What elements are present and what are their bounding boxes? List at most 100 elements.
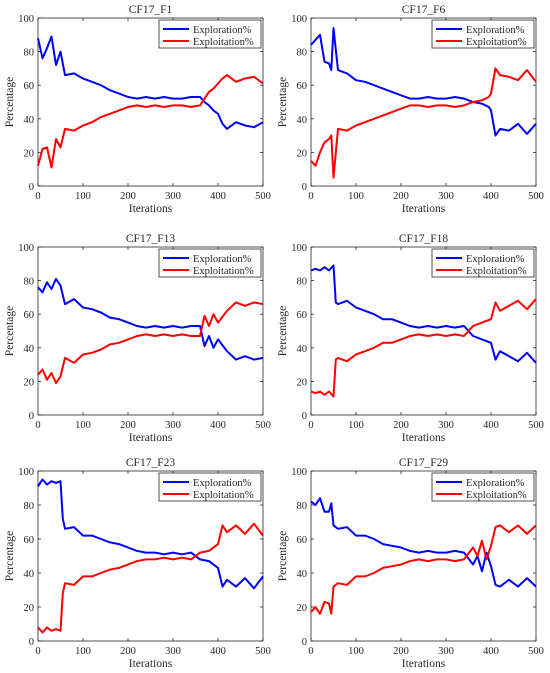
chart-panel-2: CF17_F6 0 100 200 300 400 500 0 20 40 60 80 100 Itera… — [277, 4, 544, 215]
legend-label: Exploitation% — [466, 490, 527, 501]
y-tick-label: 80 — [297, 277, 308, 288]
x-tick-label: 500 — [255, 191, 271, 202]
legend-label: Exploitation% — [193, 37, 254, 48]
exploration-line — [310, 497, 537, 588]
x-tick-label: 200 — [120, 646, 136, 657]
x-tick-label: 400 — [210, 646, 226, 657]
x-tick-label: 100 — [348, 646, 364, 657]
x-tick-label: 200 — [393, 420, 409, 431]
exploration-line — [310, 264, 537, 364]
exploration-line — [37, 478, 264, 590]
y-tick-label: 80 — [297, 501, 308, 512]
x-axis-label: Iterations — [129, 432, 173, 444]
y-tick-label: 40 — [297, 569, 308, 580]
exploitation-line — [310, 298, 537, 398]
x-tick-label: 400 — [483, 646, 499, 657]
chart-panel-6: CF17_F29 0 100 200 300 400 500 0 20 40 60 80 100 Iter… — [277, 457, 544, 670]
exploitation-line — [37, 522, 264, 634]
x-tick-label: 300 — [165, 420, 181, 431]
x-axis-label: Iterations — [129, 203, 173, 215]
legend-box — [431, 248, 535, 278]
y-tick-label: 20 — [24, 148, 35, 159]
y-tick-label: 0 — [29, 182, 34, 193]
y-tick-label: 80 — [24, 277, 35, 288]
x-tick-label: 100 — [75, 420, 91, 431]
chart-title: CF17_F23 — [126, 457, 175, 469]
x-tick-label: 300 — [165, 191, 181, 202]
exploitation-line — [310, 67, 537, 179]
legend: Exploration%Exploitation% — [431, 248, 535, 278]
legend-label: Exploitation% — [193, 490, 254, 501]
y-tick-label: 60 — [24, 81, 35, 92]
chart-panel-3: CF17_F13 0 100 200 300 400 500 0 20 40 60 80 100 Iter… — [4, 233, 271, 444]
y-tick-label: 40 — [24, 344, 35, 355]
chart-title: CF17_F6 — [402, 4, 446, 16]
x-tick-label: 500 — [255, 420, 271, 431]
x-tick-label: 100 — [348, 191, 364, 202]
y-axis-label: Percentage — [277, 77, 289, 127]
x-tick-label: 100 — [75, 191, 91, 202]
legend: Exploration%Exploitation% — [158, 472, 262, 502]
legend: Exploration%Exploitation% — [158, 19, 262, 49]
legend-box — [158, 19, 262, 49]
y-tick-label: 0 — [302, 182, 307, 193]
legend: Exploration%Exploitation% — [431, 472, 535, 502]
chart-title: CF17_F29 — [399, 457, 448, 469]
y-axis-label: Percentage — [277, 531, 289, 581]
x-tick-label: 400 — [483, 420, 499, 431]
y-tick-label: 100 — [291, 467, 307, 478]
y-tick-label: 100 — [18, 14, 34, 25]
legend-box — [431, 19, 535, 49]
x-tick-label: 400 — [210, 420, 226, 431]
legend-label: Exploration% — [193, 254, 252, 265]
x-tick-label: 100 — [348, 420, 364, 431]
y-tick-label: 60 — [24, 310, 35, 321]
y-axis-label: Percentage — [4, 531, 16, 581]
legend-label: Exploration% — [466, 25, 525, 36]
x-tick-label: 100 — [75, 646, 91, 657]
x-tick-label: 300 — [165, 646, 181, 657]
legend-label: Exploration% — [193, 478, 252, 489]
x-tick-label: 500 — [528, 191, 544, 202]
x-axis-label: Iterations — [402, 432, 446, 444]
legend-label: Exploration% — [466, 254, 525, 265]
exploitation-line — [37, 301, 264, 385]
y-axis-label: Percentage — [4, 77, 16, 127]
x-tick-label: 0 — [308, 420, 313, 431]
x-axis-label: Iterations — [402, 203, 446, 215]
y-tick-label: 20 — [297, 603, 308, 614]
y-tick-label: 20 — [24, 377, 35, 388]
y-tick-label: 100 — [18, 243, 34, 254]
y-tick-label: 20 — [24, 603, 35, 614]
x-tick-label: 0 — [308, 646, 313, 657]
y-tick-label: 40 — [297, 344, 308, 355]
x-tick-label: 300 — [438, 420, 454, 431]
legend-label: Exploitation% — [193, 266, 254, 277]
y-tick-label: 0 — [302, 411, 307, 422]
x-tick-label: 0 — [35, 646, 40, 657]
y-tick-label: 60 — [297, 310, 308, 321]
y-tick-label: 0 — [29, 637, 34, 648]
x-tick-label: 300 — [438, 646, 454, 657]
legend-label: Exploitation% — [466, 266, 527, 277]
legend-box — [431, 472, 535, 502]
x-tick-label: 200 — [393, 191, 409, 202]
x-axis-label: Iterations — [402, 658, 446, 670]
legend: Exploration%Exploitation% — [158, 248, 262, 278]
y-tick-label: 0 — [302, 637, 307, 648]
chart-title: CF17_F13 — [126, 233, 175, 245]
x-axis-label: Iterations — [129, 658, 173, 670]
x-tick-label: 0 — [35, 420, 40, 431]
y-tick-label: 100 — [18, 467, 34, 478]
exploration-line — [37, 277, 264, 361]
exploitation-line — [37, 74, 264, 169]
y-tick-label: 80 — [297, 48, 308, 59]
legend-label: Exploration% — [466, 478, 525, 489]
legend-box — [158, 248, 262, 278]
x-tick-label: 200 — [120, 191, 136, 202]
chart-title: CF17_F18 — [399, 233, 448, 245]
x-tick-label: 500 — [528, 646, 544, 657]
exploration-line — [310, 27, 537, 137]
chart-panel-1: CF17_F1 0 100 200 300 400 500 0 20 40 60 80 100 Itera… — [4, 4, 271, 215]
